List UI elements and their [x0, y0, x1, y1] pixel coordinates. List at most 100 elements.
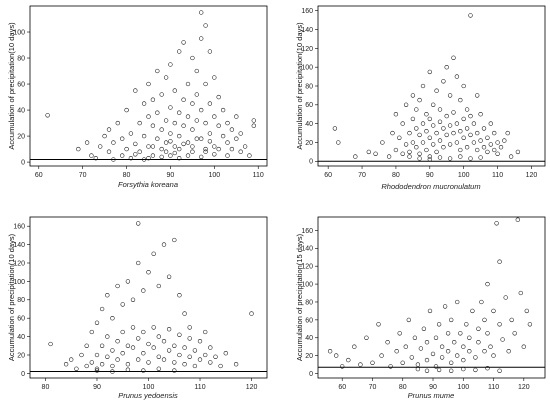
scatter-point	[136, 260, 141, 266]
y-tick-label: 80	[17, 297, 25, 304]
scatter-point	[394, 349, 399, 354]
x-tick-label: 80	[42, 384, 50, 391]
scatter-point	[93, 156, 98, 161]
scatter-point	[503, 295, 508, 300]
scatter-point	[207, 139, 213, 144]
scatter-point	[102, 133, 107, 139]
scatter-point	[223, 351, 228, 356]
scatter-point	[150, 153, 156, 158]
x-tick-label: 60	[324, 172, 332, 179]
scatter-point	[48, 341, 53, 347]
scatter-point	[234, 114, 239, 119]
scatter-point	[415, 362, 421, 367]
scatter-point	[467, 335, 472, 340]
scatter-point	[163, 149, 169, 154]
scatter-point	[424, 147, 429, 153]
y-tick-label: 100	[13, 29, 25, 36]
scatter-point	[136, 221, 141, 226]
scatter-point	[74, 366, 79, 371]
scatter-point	[492, 147, 497, 153]
scatter-point	[212, 75, 217, 80]
scatter-point	[467, 349, 472, 354]
scatter-point	[431, 142, 436, 147]
scatter-point	[412, 335, 418, 340]
scatter-point	[207, 131, 213, 136]
scatter-point	[199, 136, 204, 141]
scatter-point	[468, 113, 473, 119]
scatter-point	[444, 132, 449, 138]
y-tick-label: 120	[301, 264, 313, 271]
scatter-point	[124, 107, 129, 113]
scatter-point	[212, 144, 217, 149]
scatter-point	[203, 23, 208, 28]
scatter-point	[485, 149, 490, 155]
scatter-point	[150, 97, 156, 102]
x-axis-label: Prunus mume	[408, 391, 455, 400]
scatter-point	[182, 311, 187, 316]
y-tick-label: 60	[305, 102, 313, 109]
scatter-point	[436, 322, 442, 327]
scatter-point	[128, 131, 134, 136]
scatter-point	[431, 102, 436, 107]
scatter-point	[194, 118, 199, 123]
scatter-point	[166, 274, 172, 279]
x-tick-label: 70	[369, 384, 377, 391]
scatter-point	[194, 136, 199, 141]
scatter-point	[420, 121, 426, 126]
scatter-point	[454, 74, 460, 79]
y-tick-label: 20	[17, 352, 25, 359]
scatter-point	[485, 366, 490, 371]
scatter-point	[427, 116, 432, 122]
scatter-point	[427, 157, 432, 162]
scatter-point	[455, 299, 460, 305]
scatter-point	[168, 139, 173, 144]
scatter-point	[197, 339, 203, 344]
scatter-point	[242, 144, 248, 149]
scatter-point	[216, 123, 221, 128]
scatter-point	[488, 121, 493, 126]
scatter-point	[449, 317, 454, 323]
scatter-point	[172, 368, 177, 373]
scatter-point	[410, 93, 416, 98]
y-tick-label: 60	[17, 316, 25, 323]
scatter-point	[492, 130, 497, 136]
y-tick-label: 80	[305, 299, 313, 306]
scatter-point	[471, 121, 477, 126]
scatter-point	[417, 156, 422, 161]
scatter-point	[441, 126, 446, 131]
scatter-point	[414, 107, 419, 112]
scatter-point	[105, 334, 110, 339]
scatter-point	[172, 343, 177, 348]
scatter-point	[521, 344, 526, 349]
scatter-point	[151, 251, 156, 256]
scatter-point	[207, 49, 213, 54]
scatter-point	[251, 123, 256, 128]
scatter-point	[146, 156, 151, 161]
scatter-point	[407, 130, 412, 136]
scatter-point	[177, 293, 182, 298]
scatter-point	[141, 329, 146, 335]
scatter-point	[414, 126, 419, 131]
scatter-point	[497, 259, 502, 264]
scatter-point	[427, 154, 432, 159]
scatter-point	[238, 149, 243, 154]
scatter-point	[461, 135, 466, 140]
scatter-point	[403, 344, 408, 349]
x-axis-label: Rhododendron mucronulatum	[381, 182, 480, 191]
scatter-point	[177, 352, 182, 358]
y-tick-label: 20	[17, 133, 25, 140]
scatter-point	[479, 299, 484, 305]
scatter-point	[63, 362, 69, 367]
scatter-point	[393, 147, 399, 153]
scatter-point	[168, 62, 173, 67]
scatter-point	[410, 140, 416, 145]
scatter-point	[133, 88, 138, 93]
scatter-point	[156, 366, 161, 371]
y-tick-label: 20	[305, 140, 313, 147]
scatter-point	[225, 120, 230, 126]
scatter-point	[84, 363, 89, 369]
scatter-point	[376, 322, 381, 327]
scatter-point	[76, 146, 81, 152]
scatter-point	[229, 127, 235, 132]
